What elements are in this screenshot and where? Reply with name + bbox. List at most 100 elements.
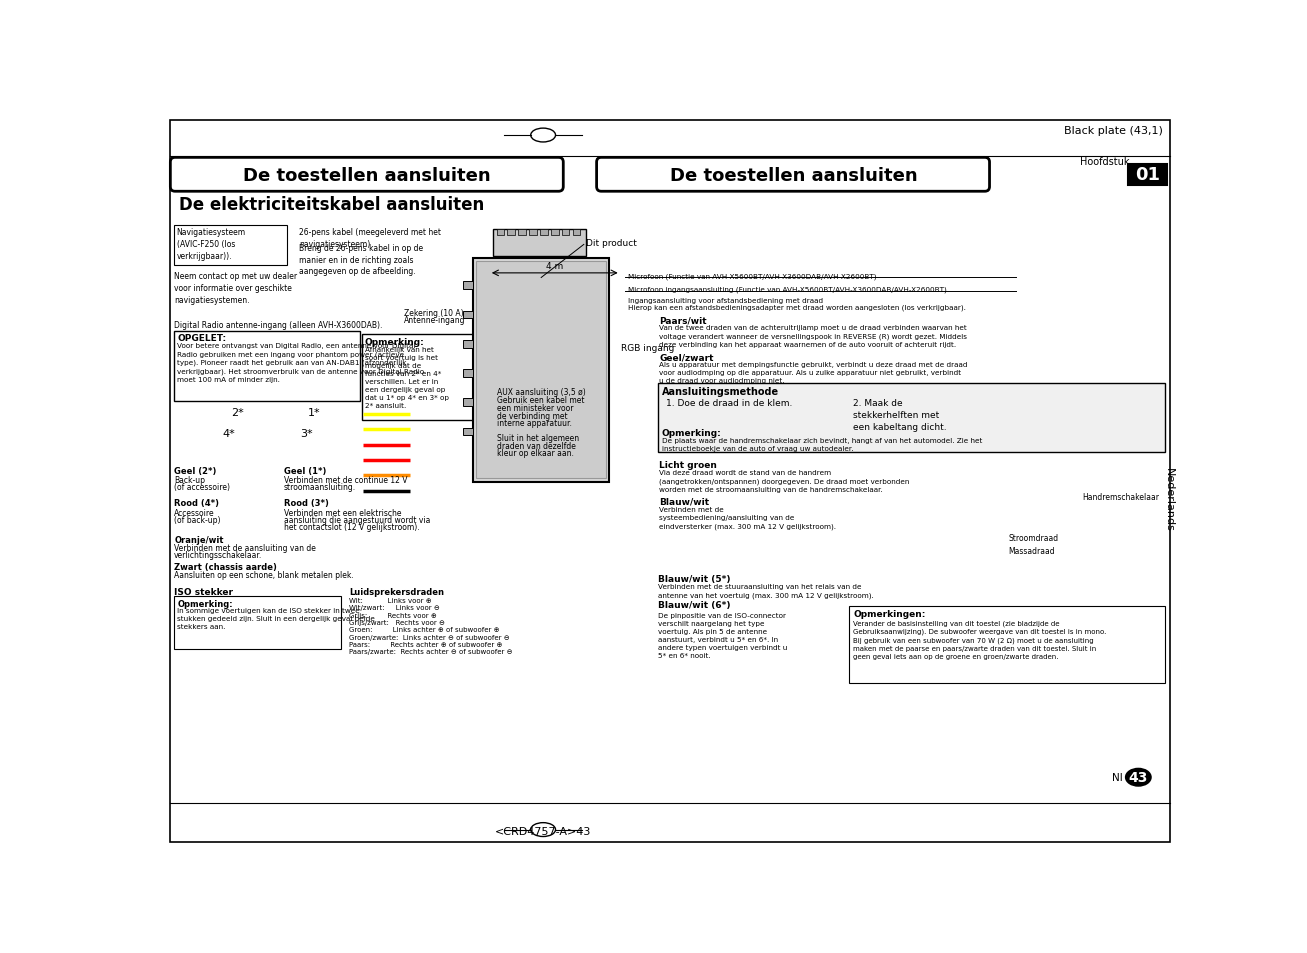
Text: Paars/zwarte:  Rechts achter ⊖ of subwoofer ⊖: Paars/zwarte: Rechts achter ⊖ of subwoof… xyxy=(349,649,512,655)
Text: Wit/zwart:     Links voor ⊖: Wit/zwart: Links voor ⊖ xyxy=(349,605,440,611)
Text: Opmerking:: Opmerking: xyxy=(178,598,233,608)
Text: De plaats waar de handremschakelaar zich bevindt, hangt af van het automodel. Zi: De plaats waar de handremschakelaar zich… xyxy=(661,437,982,452)
Text: Breng de 26-pens kabel in op de
manier en in de richting zoals
aangegeven op de : Breng de 26-pens kabel in op de manier e… xyxy=(299,244,423,276)
Text: Dit product: Dit product xyxy=(586,239,637,248)
Text: Navigatiesysteem
(AVIC-F250 (los
verkrijgbaar)).: Navigatiesysteem (AVIC-F250 (los verkrij… xyxy=(176,228,246,261)
FancyBboxPatch shape xyxy=(170,158,563,193)
Bar xyxy=(362,335,490,420)
Text: Verbinden met een elektrische: Verbinden met een elektrische xyxy=(284,508,401,517)
Bar xyxy=(477,262,606,479)
Text: Neem contact op met uw dealer
voor informatie over geschikte
navigatiesystemen.: Neem contact op met uw dealer voor infor… xyxy=(174,272,298,305)
Text: In sommige voertuigen kan de ISO stekker in twee
stukken gedeeld zijn. Sluit in : In sommige voertuigen kan de ISO stekker… xyxy=(178,607,375,629)
Text: ISO stekker: ISO stekker xyxy=(174,587,233,597)
Text: Ingangsaansluiting voor afstandsbediening met draad: Ingangsaansluiting voor afstandsbedienin… xyxy=(629,297,823,303)
Bar xyxy=(473,259,609,482)
Text: Black plate (43,1): Black plate (43,1) xyxy=(1064,127,1163,136)
Text: Verbinden met de stuuraansluiting van het relais van de
antenne van het voertuig: Verbinden met de stuuraansluiting van he… xyxy=(657,583,873,598)
Text: kleur op elkaar aan.: kleur op elkaar aan. xyxy=(497,449,574,458)
Text: Stroomdraad: Stroomdraad xyxy=(1008,534,1059,542)
Text: Paars:         Rechts achter ⊕ of subwoofer ⊕: Paars: Rechts achter ⊕ of subwoofer ⊕ xyxy=(349,641,503,647)
Text: Oranje/wit: Oranje/wit xyxy=(174,536,223,545)
Text: (of accessoire): (of accessoire) xyxy=(174,483,230,492)
Text: stroomaansluiting.: stroomaansluiting. xyxy=(284,483,356,492)
Text: Verbinden met de continue 12 V: Verbinden met de continue 12 V xyxy=(284,476,406,485)
Text: 3*: 3* xyxy=(301,429,314,438)
Text: OPGELET:: OPGELET: xyxy=(178,334,226,342)
Text: Zekering (10 A): Zekering (10 A) xyxy=(404,308,463,317)
Text: een ministeker voor: een ministeker voor xyxy=(497,403,574,413)
Text: Afhankelijk van het
soort voertuig is het
mogelijk dat de
functies van 2* en 4*
: Afhankelijk van het soort voertuig is he… xyxy=(365,347,448,409)
Text: Via deze draad wordt de stand van de handrem
(aangetrokken/ontspannen) doorgegev: Via deze draad wordt de stand van de han… xyxy=(659,470,910,492)
Text: Geel (2*): Geel (2*) xyxy=(174,467,217,476)
Text: 43: 43 xyxy=(1129,770,1148,784)
Text: Licht groen: Licht groen xyxy=(659,460,718,470)
Text: Blauw/wit (5*): Blauw/wit (5*) xyxy=(657,575,731,583)
Text: <CRD4757-A>43: <CRD4757-A>43 xyxy=(495,826,591,836)
Bar xyxy=(657,383,1166,453)
Text: Sluit in het algemeen: Sluit in het algemeen xyxy=(497,434,579,442)
Text: Accessoire: Accessoire xyxy=(174,508,214,517)
Bar xyxy=(463,282,473,290)
Text: Hierop kan een afstandsbedieningsadapter met draad worden aangesloten (los verkr: Hierop kan een afstandsbedieningsadapter… xyxy=(629,304,966,311)
Bar xyxy=(507,230,515,236)
Text: 2. Maak de
stekkerhelften met
een kabeltang dicht.: 2. Maak de stekkerhelften met een kabelt… xyxy=(853,399,946,432)
Text: 26-pens kabel (meegeleverd met het
navigatiesysteem): 26-pens kabel (meegeleverd met het navig… xyxy=(299,228,440,249)
Text: Microfoon (Functie van AVH-X5600BT/AVH-X3600DAB/AVH-X2600BT): Microfoon (Functie van AVH-X5600BT/AVH-X… xyxy=(629,273,877,279)
Text: 4*: 4* xyxy=(223,429,235,438)
Text: Blauw/wit (6*): Blauw/wit (6*) xyxy=(657,600,731,610)
Text: Verbinden met de
systeembediening/aansluiting van de
eindversterker (max. 300 mA: Verbinden met de systeembediening/aanslu… xyxy=(659,507,836,529)
Text: Verbinden met de aansluiting van de: Verbinden met de aansluiting van de xyxy=(174,543,316,553)
Ellipse shape xyxy=(1125,769,1150,786)
Bar xyxy=(463,428,473,436)
Bar xyxy=(1128,164,1167,186)
Text: Massadraad: Massadraad xyxy=(1008,547,1055,556)
Text: Aansluitingsmethode: Aansluitingsmethode xyxy=(661,387,779,396)
Text: 1. Doe de draad in de klem.: 1. Doe de draad in de klem. xyxy=(665,399,792,408)
Text: Opmerking:: Opmerking: xyxy=(365,337,425,347)
Text: aansluiting die aangestuurd wordt via: aansluiting die aangestuurd wordt via xyxy=(284,516,430,524)
Text: Microfoon ingangsaansluiting (Functie van AVH-X5600BT/AVH-X3600DAB/AVH-X2600BT): Microfoon ingangsaansluiting (Functie va… xyxy=(629,287,948,294)
Text: Verander de basisinstelling van dit toestel (zie bladzijde de
Gebruiksaanwijzing: Verander de basisinstelling van dit toes… xyxy=(853,619,1107,659)
Text: Grijs:         Rechts voor ⊕: Grijs: Rechts voor ⊕ xyxy=(349,612,437,618)
Bar xyxy=(463,340,473,348)
Text: Aansluiten op een schone, blank metalen plek.: Aansluiten op een schone, blank metalen … xyxy=(174,571,354,579)
Text: Gebruik een kabel met: Gebruik een kabel met xyxy=(497,395,584,405)
Text: Groen:         Links achter ⊕ of subwoofer ⊕: Groen: Links achter ⊕ of subwoofer ⊕ xyxy=(349,627,499,633)
Text: Zwart (chassis aarde): Zwart (chassis aarde) xyxy=(174,563,277,572)
Text: Wit:           Links voor ⊕: Wit: Links voor ⊕ xyxy=(349,598,433,603)
Text: Rood (4*): Rood (4*) xyxy=(174,499,220,508)
Text: Hoofdstuk: Hoofdstuk xyxy=(1081,157,1129,167)
Text: Geel (1*): Geel (1*) xyxy=(284,467,325,476)
Bar xyxy=(174,332,361,402)
Text: Van de twee draden van de achteruitrijlamp moet u de draad verbinden waarvan het: Van de twee draden van de achteruitrijla… xyxy=(659,325,967,348)
Text: Paars/wit: Paars/wit xyxy=(659,315,707,325)
Text: 01: 01 xyxy=(1134,166,1161,184)
Text: (of back-up): (of back-up) xyxy=(174,516,221,524)
Text: Rood (3*): Rood (3*) xyxy=(284,499,328,508)
Text: de verbinding met: de verbinding met xyxy=(497,412,567,420)
Text: Geel/zwart: Geel/zwart xyxy=(659,353,714,362)
Text: Handremschakelaar: Handremschakelaar xyxy=(1082,493,1159,502)
Bar xyxy=(850,607,1166,683)
Text: Groen/zwarte:  Links achter ⊖ of subwoofer ⊖: Groen/zwarte: Links achter ⊖ of subwoofe… xyxy=(349,634,510,640)
Text: draden van dezelfde: draden van dezelfde xyxy=(497,441,575,450)
Text: NI: NI xyxy=(1112,773,1123,782)
Bar xyxy=(463,312,473,319)
Bar xyxy=(519,230,527,236)
Bar xyxy=(572,230,580,236)
Text: Antenne-ingang: Antenne-ingang xyxy=(404,315,465,325)
Bar xyxy=(463,399,473,407)
Bar xyxy=(540,230,548,236)
Bar xyxy=(550,230,558,236)
Text: verlichtingsschakelaar.: verlichtingsschakelaar. xyxy=(174,551,263,559)
Text: Luidsprekersdraden: Luidsprekersdraden xyxy=(349,587,444,597)
Bar xyxy=(463,370,473,377)
Text: De pinpositie van de ISO-connector
verschilt naargelang het type
voertuig. Als p: De pinpositie van de ISO-connector versc… xyxy=(657,613,787,659)
Bar xyxy=(493,230,586,256)
Text: het contactslot (12 V gelijkstroom).: het contactslot (12 V gelijkstroom). xyxy=(284,522,420,531)
Text: Opmerkingen:: Opmerkingen: xyxy=(853,610,925,618)
Text: AUX aansluiting (3,5 ø): AUX aansluiting (3,5 ø) xyxy=(497,388,586,396)
Bar xyxy=(562,230,570,236)
Bar xyxy=(174,597,341,649)
Text: Digital Radio antenne-ingang (alleen AVH-X3600DAB).: Digital Radio antenne-ingang (alleen AVH… xyxy=(174,320,383,330)
